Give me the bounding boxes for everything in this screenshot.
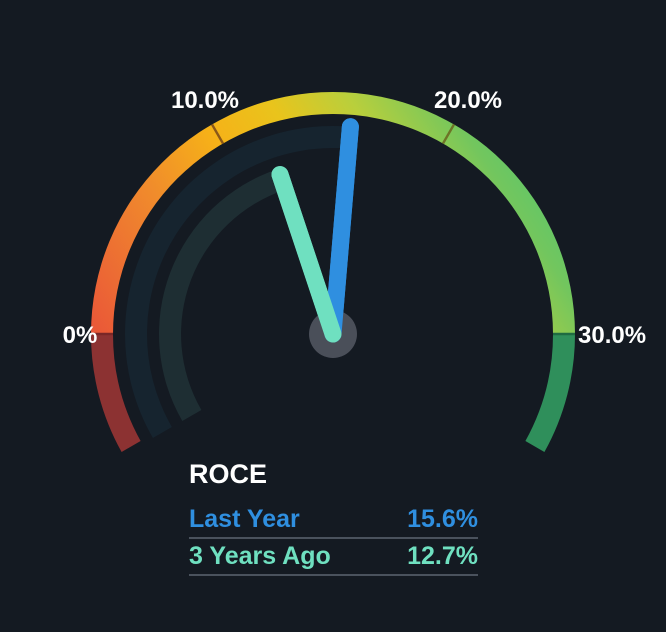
axis-label-30: 30.0% xyxy=(578,322,646,349)
gauge-band-above-max xyxy=(525,334,576,452)
gauge-needles xyxy=(271,118,359,358)
axis-label-20: 20.0% xyxy=(434,87,502,114)
legend-label-last-year: Last Year xyxy=(189,505,300,533)
legend-value-last-year: 15.6% xyxy=(407,505,478,533)
axis-label-10: 10.0% xyxy=(171,87,239,114)
gauge-band-below-min xyxy=(90,334,141,452)
legend-label-three-years-ago: 3 Years Ago xyxy=(189,542,331,570)
axis-label-0: 0% xyxy=(63,322,98,349)
gauge-tick-marks xyxy=(91,123,575,336)
tick-10 xyxy=(210,123,225,145)
metric-title: ROCE xyxy=(189,459,267,489)
track-three-years-ago xyxy=(158,168,285,421)
gauge-out-of-range-bands xyxy=(90,334,576,452)
tick-20 xyxy=(441,123,456,145)
track-last-year xyxy=(125,125,351,438)
teal-needle-overlay xyxy=(271,166,342,343)
blue-needle-overlay xyxy=(324,118,359,343)
legend-value-three-years-ago: 12.7% xyxy=(407,542,478,570)
gauge-inner-tracks xyxy=(125,125,351,438)
